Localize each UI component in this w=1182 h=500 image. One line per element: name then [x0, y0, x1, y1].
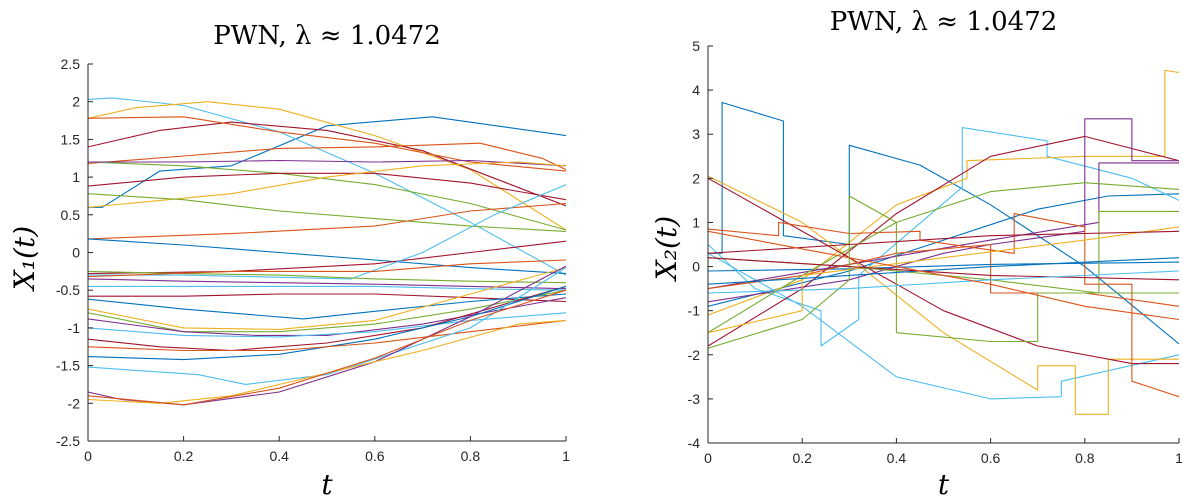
- y-tick-label: -1.5: [56, 358, 80, 374]
- series-group: [708, 69, 1179, 415]
- x-tick-label: 0.8: [1075, 450, 1095, 466]
- x-tick-label: 0.2: [174, 448, 194, 464]
- series-line-31: [88, 289, 566, 406]
- series-line-27: [88, 319, 566, 352]
- x-tick-label: 0: [84, 448, 92, 464]
- y-tick-label: -2.5: [56, 433, 80, 449]
- y-axis-label: X₁(t): [8, 226, 41, 292]
- series-line-18: [88, 285, 566, 291]
- series-line-19: [88, 293, 566, 303]
- series-line-21: [88, 267, 566, 330]
- series-line-16: [708, 226, 1179, 334]
- y-tick-label: 2: [72, 94, 80, 110]
- series-line-7: [88, 159, 566, 167]
- chart-title: PWN, λ ≈ 1.0472: [213, 21, 441, 51]
- series-line-0: [88, 116, 566, 208]
- series-line-10: [88, 193, 566, 232]
- series-line-23: [88, 297, 566, 336]
- series-line-5: [88, 142, 566, 171]
- y-tick-label: -3: [688, 391, 701, 407]
- y-tick-label: -4: [688, 435, 701, 451]
- series-line-11: [88, 202, 566, 240]
- plot-area: [708, 46, 1179, 443]
- series-line-8: [88, 172, 566, 201]
- series-line-6: [88, 161, 566, 231]
- series-line-13: [708, 195, 1179, 349]
- y-tick-label: 0: [72, 245, 80, 261]
- y-tick-label: 0.5: [61, 207, 81, 223]
- series-line-17: [88, 278, 566, 290]
- series-line-16: [88, 259, 566, 278]
- series-line-14: [88, 184, 566, 280]
- series-line-22: [88, 289, 566, 333]
- chart-title: PWN, λ ≈ 1.0472: [830, 7, 1058, 37]
- y-tick-label: 4: [692, 82, 700, 98]
- series-line-25: [88, 285, 566, 352]
- plot-area: [88, 64, 566, 441]
- y-tick-label: -2: [688, 347, 701, 363]
- y-tick-label: 0: [692, 259, 700, 275]
- y-tick-label: -2: [68, 395, 81, 411]
- x-tick-label: 0.6: [981, 450, 1001, 466]
- x-tick-label: 1: [1175, 450, 1182, 466]
- x-tick-label: 0.2: [792, 450, 812, 466]
- y-tick-label: -1: [688, 303, 701, 319]
- series-group: [88, 97, 566, 406]
- x-tick-label: 0.8: [461, 448, 481, 464]
- series-line-24: [88, 312, 566, 338]
- x-tick-label: 0: [704, 450, 712, 466]
- series-line-3: [88, 121, 566, 207]
- x-axis-label: t: [321, 468, 333, 500]
- x-tick-label: 1: [562, 448, 570, 464]
- series-line-10: [708, 162, 1179, 290]
- series-line-17: [708, 230, 1179, 254]
- series-line-21: [708, 230, 1179, 321]
- y-tick-label: 1: [692, 214, 700, 230]
- y-tick-label: 5: [692, 38, 700, 54]
- series-line-13: [88, 240, 566, 275]
- y-tick-label: 3: [692, 126, 700, 142]
- y-tick-label: 2.5: [61, 56, 81, 72]
- y-tick-label: 1.5: [61, 131, 81, 147]
- y-axis-label: X₂(t): [650, 216, 683, 282]
- y-tick-label: 1: [72, 169, 80, 185]
- x-axis-label: t: [938, 468, 950, 500]
- series-line-20: [708, 270, 1179, 294]
- y-tick-label: -1: [68, 320, 81, 336]
- series-line-20: [88, 293, 566, 320]
- series-line-14: [708, 182, 1179, 334]
- chart-panel-x1: 0 0.2 0.4 0.6 0.8 1 -2.5 -2 -1.5 -1 -0.5 0 0.5 1 1.5 2 2…: [8, 21, 570, 500]
- series-line-9: [88, 161, 566, 208]
- series-line-28: [88, 267, 566, 385]
- y-tick-label: 2: [692, 170, 700, 186]
- series-line-11: [708, 213, 1179, 398]
- x-tick-label: 0.4: [269, 448, 289, 464]
- x-tick-label: 0.6: [365, 448, 385, 464]
- x-tick-label: 0.4: [887, 450, 907, 466]
- series-line-12: [88, 238, 566, 275]
- y-tick-label: -0.5: [56, 282, 80, 298]
- chart-panel-x2: 0 0.2 0.4 0.6 0.8 1 -4 -3 -2 -1 0 1 2 3 4 5 PWN, λ ≈ 1.0…: [650, 7, 1182, 500]
- series-line-7: [708, 135, 1179, 347]
